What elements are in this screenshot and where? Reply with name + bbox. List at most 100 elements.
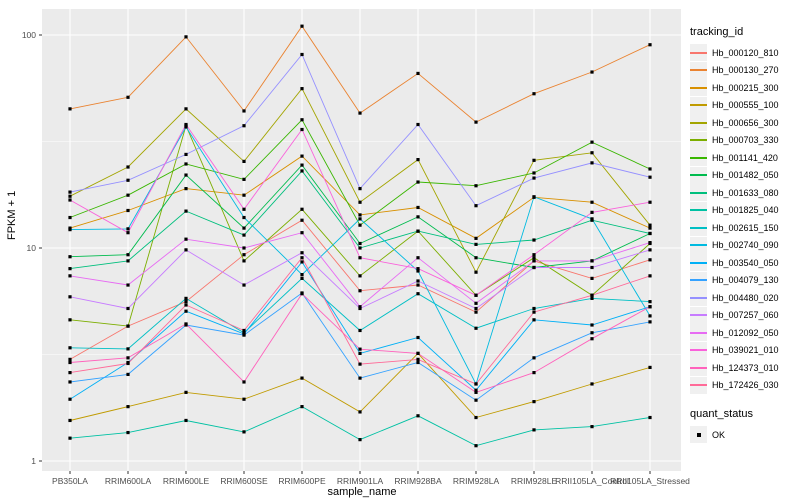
legend-entry-Hb_007257_060: Hb_007257_060 xyxy=(690,306,800,325)
legend-entry-Hb_001482_050: Hb_001482_050 xyxy=(690,166,800,185)
legend-entry-Hb_002740_090: Hb_002740_090 xyxy=(690,236,800,255)
legend-key-box xyxy=(690,184,707,202)
legend-entry-Hb_003540_050: Hb_003540_050 xyxy=(690,254,800,272)
legend-entry-label: Hb_000215_300 xyxy=(712,82,779,93)
panel-background xyxy=(42,9,681,471)
legend-key-box xyxy=(690,201,707,219)
legend-entry-label: Hb_000120_810 xyxy=(712,47,779,58)
x-tick-label-RRIM928BA: RRIM928BA xyxy=(394,476,442,486)
legend-key-box xyxy=(690,44,707,62)
legend-entry-label: Hb_000656_300 xyxy=(712,117,779,128)
legend-key-box xyxy=(690,271,707,289)
x-tick-label-RRIM600SE: RRIM600SE xyxy=(220,476,268,486)
legend-line-swatch-icon xyxy=(690,279,707,282)
legend-entry-Hb_000120_810: Hb_000120_810 xyxy=(690,44,800,62)
legend-line-swatch-icon xyxy=(690,296,707,299)
legend-entry-Hb_000555_100: Hb_000555_100 xyxy=(690,96,800,115)
legend-entry-Hb_000703_330: Hb_000703_330 xyxy=(690,131,800,150)
legend-line-swatch-icon xyxy=(690,349,707,352)
x-tick-label-RRII105LA_Stressed: RRII105LA_Stressed xyxy=(610,476,690,486)
legend-line-swatch-icon xyxy=(690,244,707,247)
legend-line-swatch-icon xyxy=(690,191,707,194)
legend-entry-Hb_000130_270: Hb_000130_270 xyxy=(690,61,800,80)
x-tick-label-RRIM928LA: RRIM928LA xyxy=(453,476,500,486)
legend-key-box xyxy=(690,341,707,359)
x-tick-label-RRIM600PE: RRIM600PE xyxy=(278,476,326,486)
legend-key-box xyxy=(690,426,707,444)
legend-entry-Hb_001633_080: Hb_001633_080 xyxy=(690,184,800,202)
legend-entry-Hb_001141_420: Hb_001141_420 xyxy=(690,149,800,167)
legend-key-box xyxy=(690,306,707,324)
axes: 1 10 100 PB350LA RRIM600LA RRIM600LE RRIM600SE… xyxy=(22,30,690,486)
legend-key-box xyxy=(690,61,707,79)
legend-title-tracking-id: tracking_id xyxy=(690,26,744,38)
legend-key-box xyxy=(690,96,707,114)
legend-entry-label: Hb_012092_050 xyxy=(712,327,779,338)
legend-entry-label: Hb_001633_080 xyxy=(712,187,779,198)
legend-entry-Hb_000215_300: Hb_000215_300 xyxy=(690,79,800,97)
legend-line-swatch-icon xyxy=(690,86,707,89)
y-tick-label: 1 xyxy=(31,456,36,466)
legend-entry-label: Hb_000555_100 xyxy=(712,100,779,111)
y-axis-title: FPKM + 1 xyxy=(6,190,18,240)
y-tick-label: 100 xyxy=(22,30,36,40)
legend-entry-label: Hb_001482_050 xyxy=(712,170,779,181)
legend-key-box xyxy=(690,79,707,97)
legend-entry-Hb_000656_300: Hb_000656_300 xyxy=(690,114,800,132)
legend-line-swatch-icon xyxy=(690,366,707,369)
legend-entry-Hb_124373_010: Hb_124373_010 xyxy=(690,359,800,377)
legend-entry-label: Hb_007257_060 xyxy=(712,310,779,321)
legend-key-box xyxy=(690,114,707,132)
legend-line-swatch-icon xyxy=(690,104,707,107)
x-tick-label-RRIM928LE: RRIM928LE xyxy=(511,476,558,486)
legend-line-swatch-icon xyxy=(690,51,707,54)
legend-entry-label: Hb_001141_420 xyxy=(712,152,778,163)
legend-line-swatch-icon xyxy=(690,174,707,177)
legend-entry-label: Hb_004079_130 xyxy=(712,275,779,286)
x-axis-title: sample_name xyxy=(327,486,397,498)
legend-entry-Hb_012092_050: Hb_012092_050 xyxy=(690,324,800,342)
legend-entry-quant-ok: OK xyxy=(690,426,800,444)
legend-entry-Hb_002615_150: Hb_002615_150 xyxy=(690,219,800,237)
legend-key-box xyxy=(690,376,707,394)
legend-key-box xyxy=(690,324,707,342)
legend-line-swatch-icon xyxy=(690,384,707,387)
x-tick-label-RRIM600LE: RRIM600LE xyxy=(163,476,210,486)
legend-entry-label: Hb_039021_010 xyxy=(712,345,779,356)
y-tick-label: 10 xyxy=(27,243,37,253)
legend-entry-Hb_172426_030: Hb_172426_030 xyxy=(690,376,800,395)
black-square-marker-icon xyxy=(696,432,701,437)
legend-entry-label: Hb_000130_270 xyxy=(712,65,779,76)
legend-line-swatch-icon xyxy=(690,69,707,72)
legend-line-swatch-icon xyxy=(690,209,707,212)
legend-entry-Hb_001825_040: Hb_001825_040 xyxy=(690,201,800,220)
legend-key-box xyxy=(690,359,707,377)
legend-key-box xyxy=(690,236,707,254)
legend-line-swatch-icon xyxy=(690,314,707,317)
legend-entry-Hb_004079_130: Hb_004079_130 xyxy=(690,271,800,290)
legend-line-swatch-icon xyxy=(690,226,707,229)
legend-line-swatch-icon xyxy=(690,331,707,334)
legend-entry-label: Hb_124373_010 xyxy=(712,362,779,373)
legend-entry-label: Hb_002740_090 xyxy=(712,240,779,251)
data-point-markers xyxy=(68,24,652,448)
legend-key-box xyxy=(690,131,707,149)
legend-key-box xyxy=(690,289,707,307)
legend-entry-label: Hb_000703_330 xyxy=(712,135,779,146)
legend-line-swatch-icon xyxy=(690,261,707,264)
legend-key-box xyxy=(690,149,707,167)
legend-entry-label: OK xyxy=(712,429,726,440)
x-tick-label-PB350LA: PB350LA xyxy=(52,476,88,486)
legend-entry-label: Hb_002615_150 xyxy=(712,222,779,233)
legend-line-swatch-icon xyxy=(690,156,707,159)
legend-entry-label: Hb_004480_020 xyxy=(712,292,779,303)
legend: tracking_id Hb_000120_810 Hb_000130_270 Hb… xyxy=(690,26,800,444)
legend-entry-Hb_004480_020: Hb_004480_020 xyxy=(690,289,800,307)
legend-key-box xyxy=(690,254,707,272)
legend-entry-label: Hb_003540_050 xyxy=(712,257,779,268)
legend-line-swatch-icon xyxy=(690,121,707,124)
legend-key-box xyxy=(690,219,707,237)
x-tick-label-RRII105LA_Control: RRII105LA_Control xyxy=(555,476,629,486)
